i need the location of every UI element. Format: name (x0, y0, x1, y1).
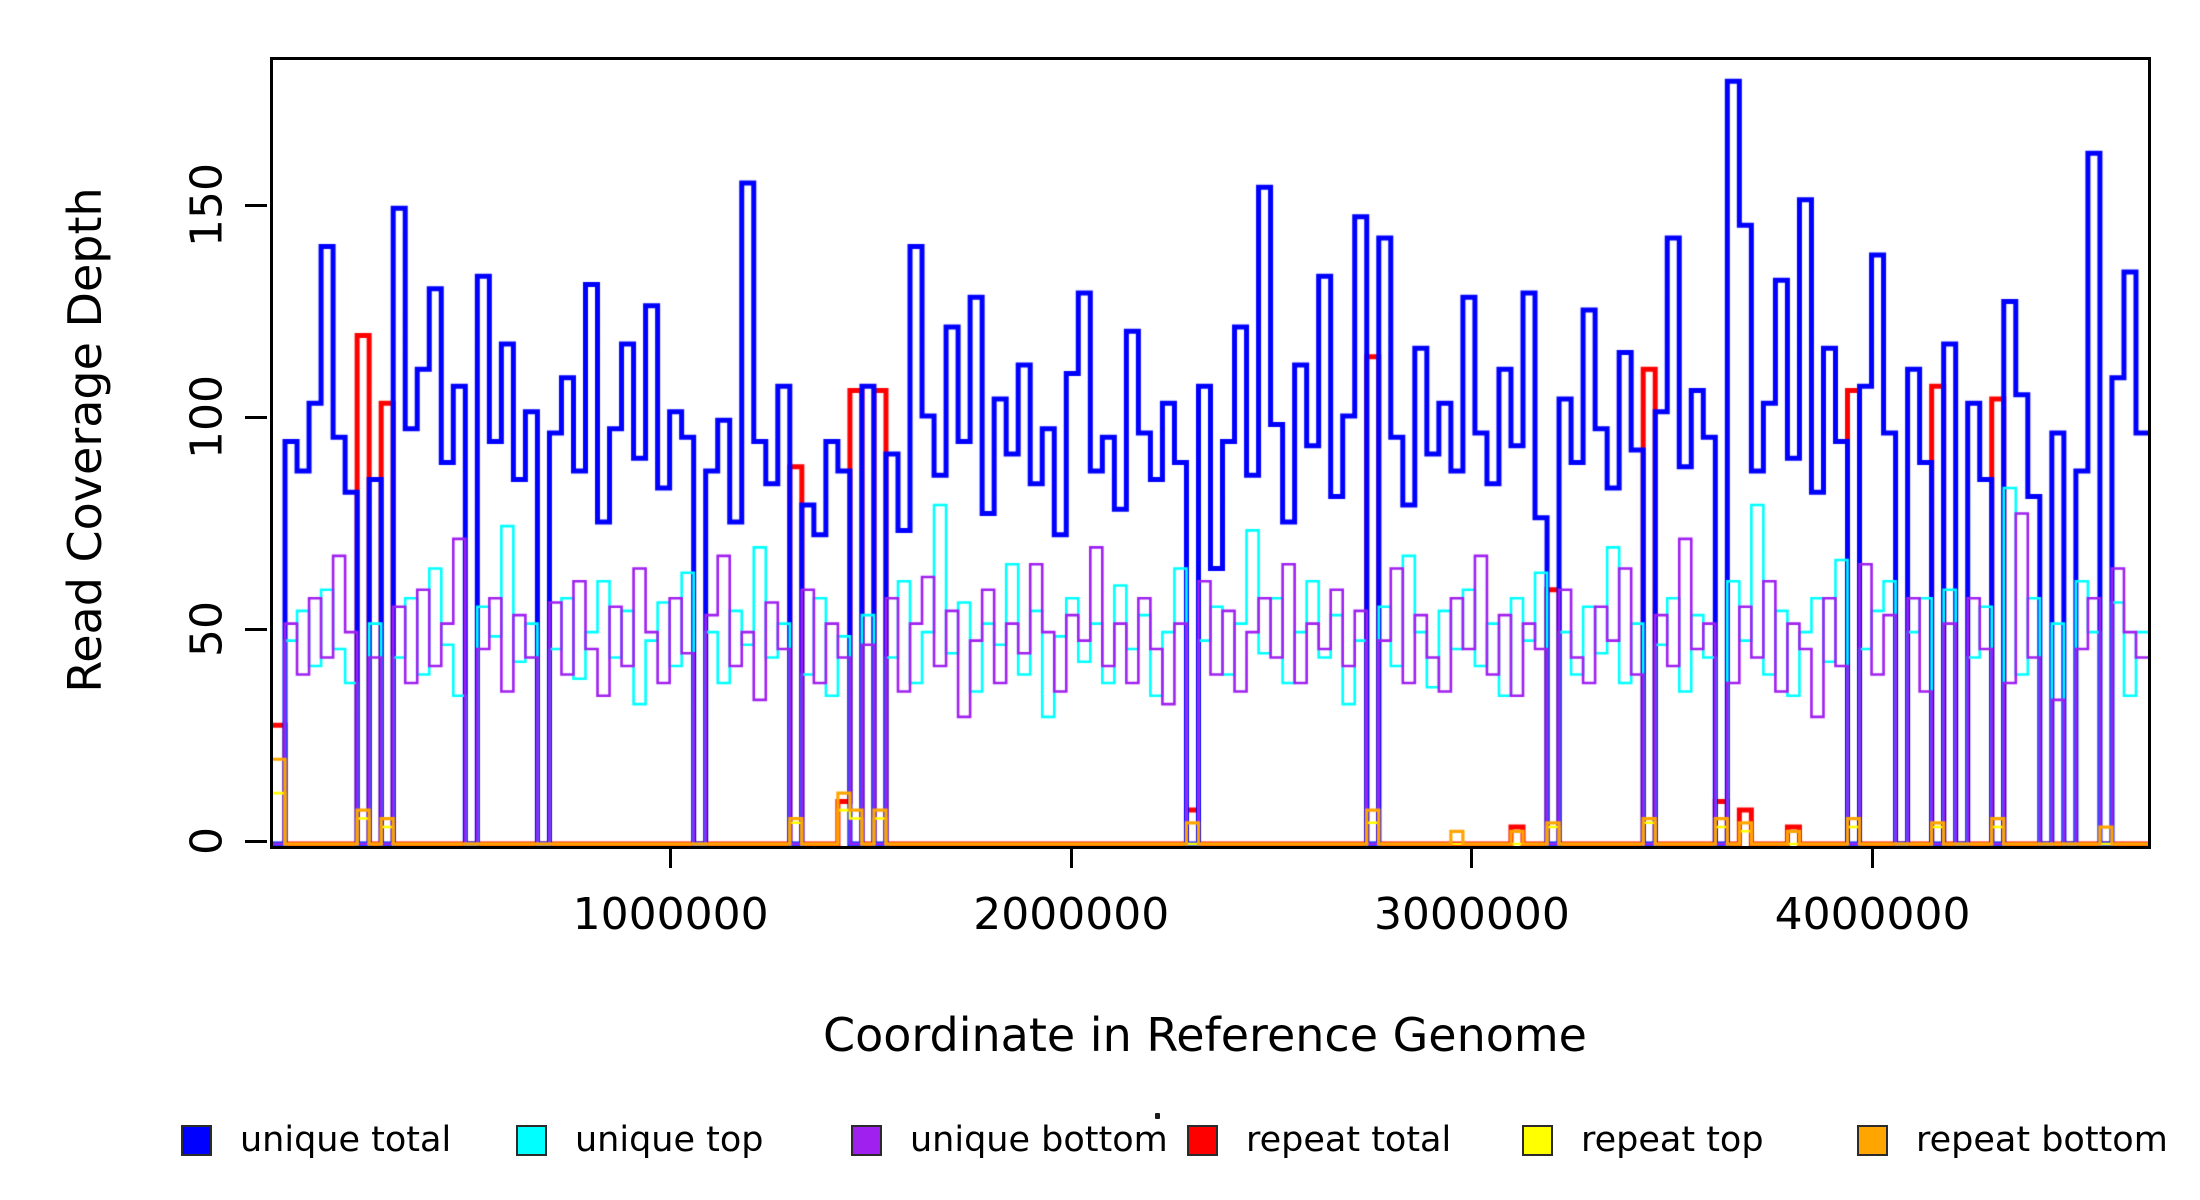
legend-swatch-icon (516, 1124, 547, 1156)
y-axis-tick (245, 203, 267, 207)
y-tick-label: 50 (181, 601, 233, 658)
x-axis-tick (1871, 846, 1875, 868)
y-tick-label: 150 (181, 163, 233, 248)
legend-item-repeat-bottom: repeat bottom (1857, 1120, 2168, 1160)
legend-item-unique-bottom: unique bottom (851, 1120, 1168, 1160)
legend-label: unique bottom (910, 1120, 1168, 1160)
legend-swatch-icon (851, 1124, 882, 1156)
legend-swatch-icon (1187, 1124, 1218, 1156)
legend-item-repeat-total: repeat total (1187, 1120, 1451, 1160)
y-tick-label: 100 (181, 375, 233, 460)
legend-item-repeat-top: repeat top (1522, 1120, 1764, 1160)
legend-item-unique-total: unique total (181, 1120, 451, 1160)
x-axis-title: Coordinate in Reference Genome (823, 1008, 1587, 1062)
legend-label: unique top (575, 1120, 764, 1160)
coverage-step-chart (273, 60, 2148, 846)
legend-label: repeat top (1581, 1120, 1764, 1160)
x-axis-tick (1069, 846, 1073, 868)
legend-item-unique-top: unique top (516, 1120, 764, 1160)
x-tick-label: 3000000 (1373, 889, 1570, 940)
x-axis-tick (1470, 846, 1474, 868)
legend-swatch-icon (181, 1124, 212, 1156)
x-tick-label: 2000000 (973, 889, 1170, 940)
legend-swatch-icon (1857, 1124, 1888, 1156)
y-axis-title: Read Coverage Depth (58, 187, 112, 693)
y-tick-label: 0 (181, 827, 233, 855)
legend-label: unique total (240, 1120, 452, 1160)
y-axis-tick (245, 627, 267, 631)
y-axis-tick (245, 415, 267, 419)
x-tick-label: 4000000 (1774, 889, 1971, 940)
legend-label: repeat bottom (1916, 1120, 2168, 1160)
x-tick-label: 1000000 (572, 889, 769, 940)
legend-label: repeat total (1246, 1120, 1452, 1160)
stray-dot (1155, 1113, 1160, 1119)
x-axis-tick (669, 846, 673, 868)
legend-swatch-icon (1522, 1124, 1553, 1156)
y-axis-tick (245, 839, 267, 843)
plot-area (270, 57, 2151, 849)
